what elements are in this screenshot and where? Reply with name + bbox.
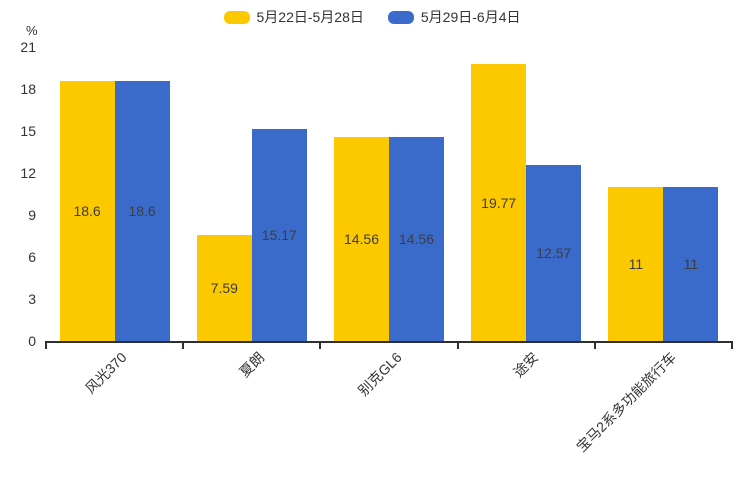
x-axis-tick: [731, 341, 733, 349]
bar-value-label: 18.6: [128, 202, 156, 219]
legend-item-week1[interactable]: 5月22日-5月28日: [223, 7, 364, 27]
bar-value-label: 14.56: [398, 231, 435, 248]
bar-value-label: 12.57: [536, 245, 572, 261]
y-tick-label: 6: [28, 249, 36, 265]
y-tick-label: 3: [28, 291, 36, 307]
bar-s0-c4: 11: [608, 187, 664, 341]
legend: 5月22日-5月28日 5月29日-6月4日: [0, 7, 744, 27]
legend-item-week2[interactable]: 5月29日-6月4日: [387, 7, 521, 27]
bar-value-label: 14.56: [343, 231, 380, 248]
x-axis-tick: [182, 341, 185, 349]
y-tick-label: 15: [20, 123, 36, 139]
y-tick-label: 12: [20, 165, 36, 181]
bar-s1-c0: 18.6: [114, 80, 170, 341]
y-tick-label: 9: [28, 207, 36, 223]
bar-s1-c3: 12.57: [526, 165, 582, 341]
bar-value-label: 18.6: [73, 202, 101, 219]
x-category-label: 别克GL6: [354, 349, 405, 399]
x-category-label: 宝马2系多功能旅行车: [572, 349, 679, 455]
x-axis-tick: [319, 341, 322, 349]
bar-s1-c1: 15.17: [251, 128, 307, 341]
legend-swatch-blue: [387, 10, 414, 24]
legend-swatch-yellow: [223, 10, 250, 24]
y-tick-label: 0: [28, 333, 36, 349]
x-axis-tick: [456, 341, 459, 349]
y-axis-unit-label: %: [26, 23, 38, 38]
bar-s0-c3: 19.77: [471, 64, 527, 341]
x-category-label: 风光370: [82, 349, 130, 397]
x-category-label: 夏朗: [236, 349, 268, 381]
x-axis-line: [46, 341, 732, 343]
bar-value-label: 19.77: [481, 194, 517, 211]
y-tick-label: 21: [20, 39, 36, 55]
bar-s1-c2: 14.56: [389, 137, 444, 341]
bar-value-label: 15.17: [261, 226, 297, 243]
x-axis-tick: [593, 341, 596, 349]
y-tick-label: 18: [20, 81, 36, 97]
legend-label-week2: 5月29日-6月4日: [420, 9, 521, 25]
bar-value-label: 7.59: [210, 279, 238, 296]
bar-s0-c1: 7.59: [196, 234, 252, 341]
legend-label-week1: 5月22日-5月28日: [256, 9, 364, 25]
bar-s0-c0: 18.6: [59, 80, 115, 341]
x-axis-tick: [45, 341, 47, 349]
bar-s0-c2: 14.56: [334, 137, 389, 341]
bar-value-label: 11: [628, 256, 644, 272]
x-category-label: 途安: [510, 349, 542, 381]
bar-s1-c4: 11: [663, 187, 719, 341]
bar-value-label: 11: [683, 256, 699, 272]
